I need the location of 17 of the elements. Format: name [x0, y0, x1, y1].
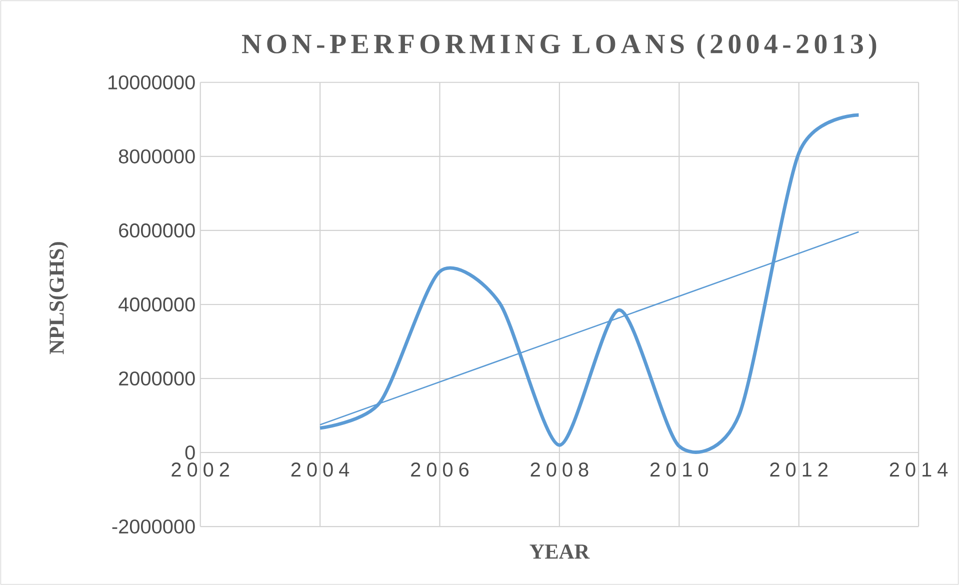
x-tick-label: 2 0 0 6 — [411, 462, 469, 477]
y-tick-label: 0 — [185, 445, 195, 460]
x-tick-label: 2 0 0 4 — [291, 462, 350, 477]
x-tick-label: 2 0 0 8 — [530, 462, 588, 477]
x-axis-title: YEAR — [530, 544, 590, 558]
x-tick-label: 2 0 0 2 — [172, 462, 229, 477]
y-tick-label: 2000000 — [119, 371, 195, 386]
y-tick-label: 8000000 — [118, 149, 195, 164]
x-tick-label: 2 0 1 4 — [890, 462, 948, 477]
x-tick-label: 2 0 1 0 — [650, 462, 708, 477]
y-tick-label: -2000000 — [112, 519, 195, 534]
y-tick-label: 6000000 — [119, 223, 195, 238]
chart-title: NON-PERFORMING LOANS (2004-2013) — [242, 34, 876, 60]
y-tick-label: 10000000 — [108, 75, 195, 90]
y-axis-title: NPLS(GHS) — [48, 242, 68, 354]
y-tick-label: 4000000 — [118, 297, 195, 312]
x-tick-label: 2 0 1 2 — [770, 462, 828, 477]
